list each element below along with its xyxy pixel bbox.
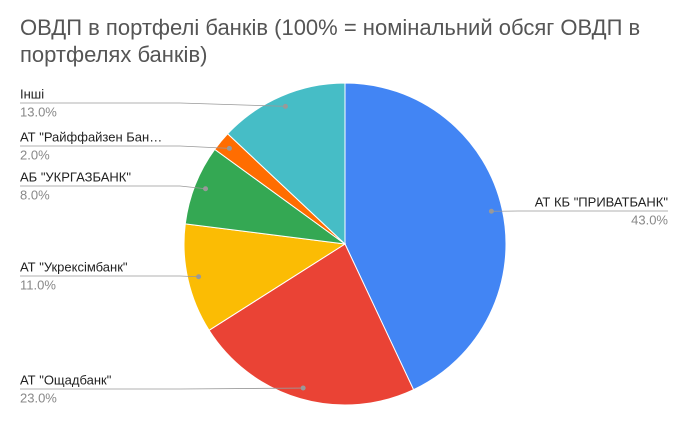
leader-dot [196,274,202,280]
leader-line [20,387,304,390]
leader-dot [203,186,209,192]
slice-value-label: 43.0% [631,212,668,227]
slice-label: АТ "Райффайзен Бан… [20,129,162,144]
pie-slice [208,243,415,406]
leader-dot [300,385,306,391]
leader-line [20,185,206,190]
leader-line [20,145,230,149]
slice-value-label: 8.0% [20,187,50,202]
pie-slice [183,223,347,331]
slice-value-label: 13.0% [20,104,57,119]
slice-label: Інші [20,86,44,101]
slice-label: АБ "УКРГАЗБАНК" [20,169,131,184]
slice-label: АТ "Ощадбанк" [20,372,112,387]
leader-line [20,102,286,107]
slice-value-label: 2.0% [20,147,50,162]
slice-value-label: 11.0% [20,277,56,292]
pie-slice [226,82,346,246]
leader-line [20,275,199,278]
chart-title: ОВДП в портфелі банків (100% = номінальн… [20,15,641,67]
leader-dot [226,145,232,151]
slice-label: АТ КБ "ПРИВАТБАНК" [535,194,669,209]
leader-dot [488,208,494,214]
slice-label: АТ "Укрексімбанк" [20,259,128,274]
leader-dot [282,103,288,109]
pie-slice [344,82,507,391]
slice-value-label: 23.0% [20,390,57,405]
